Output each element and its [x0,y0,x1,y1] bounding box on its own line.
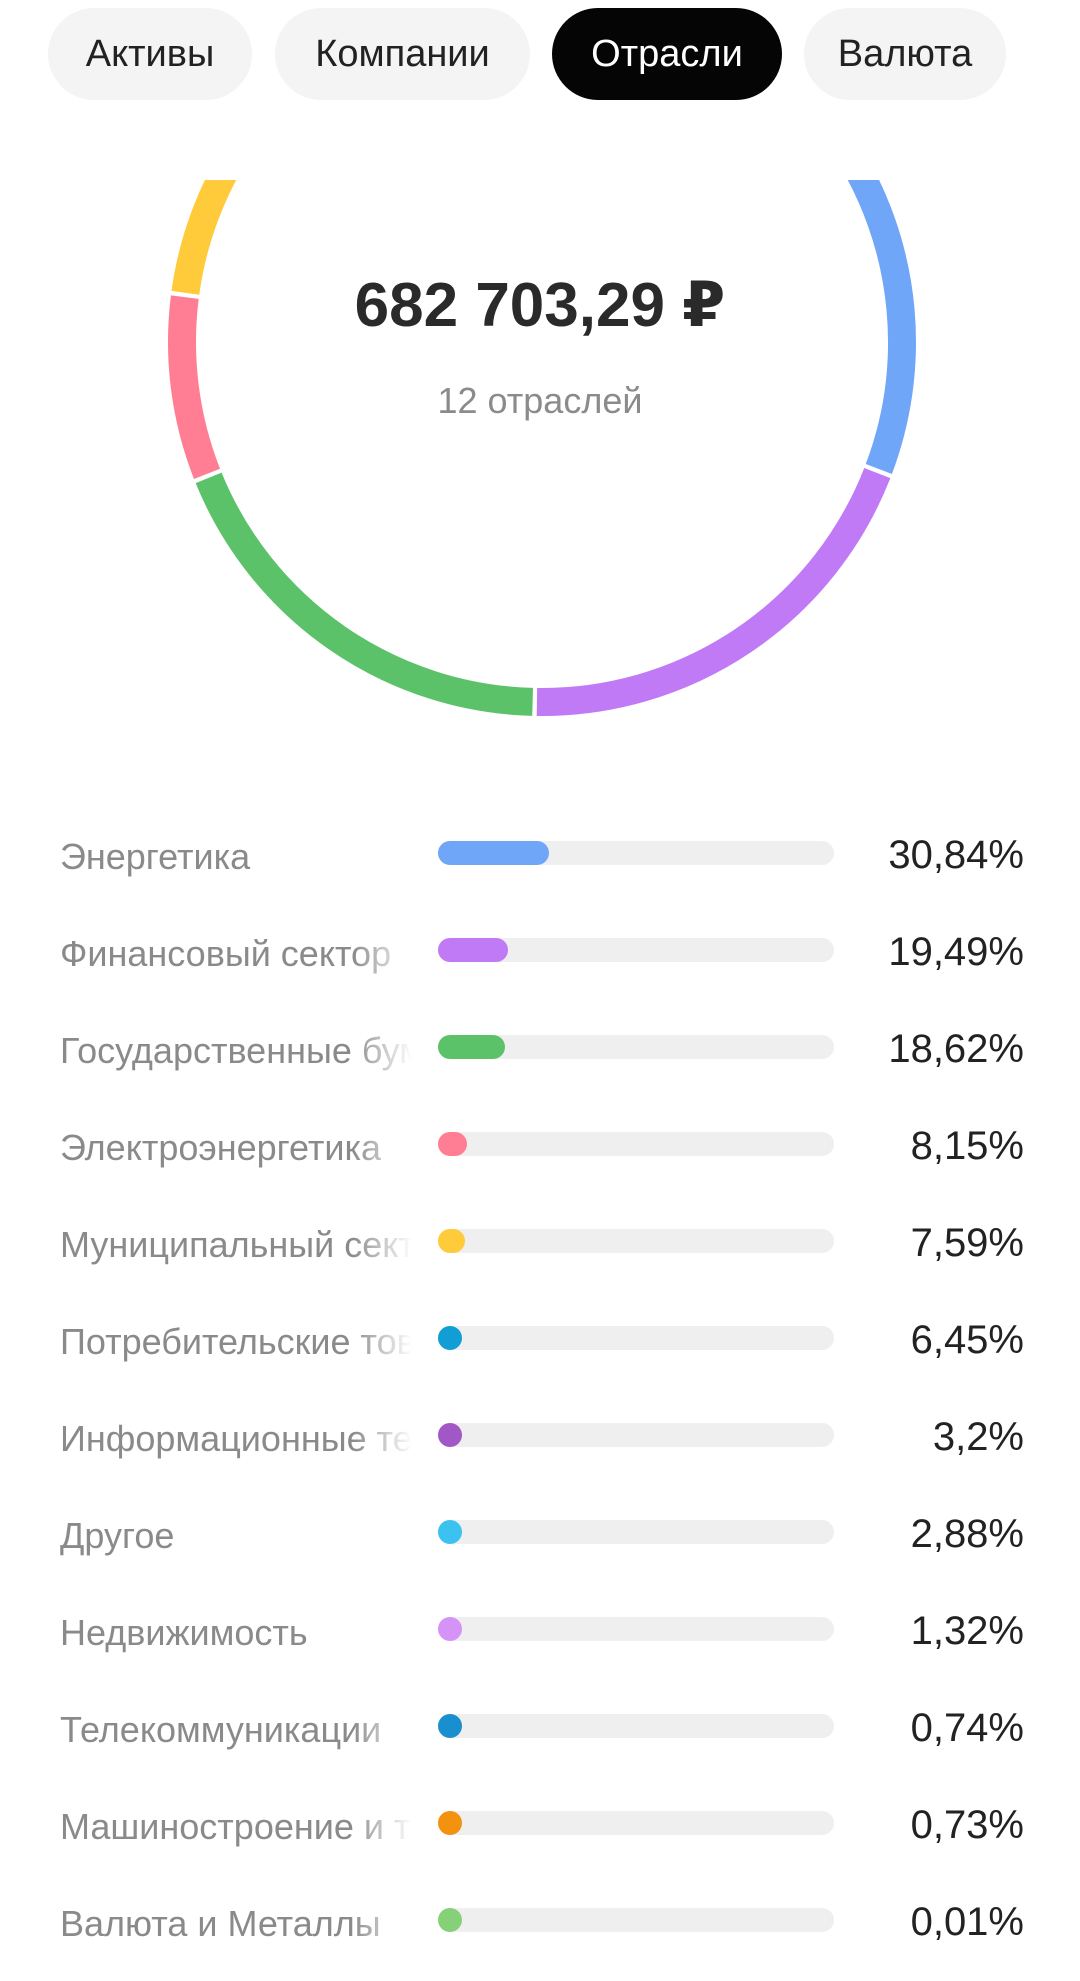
sector-share-bar [438,1811,462,1835]
donut-slice[interactable] [536,467,891,716]
sector-share-track [438,1714,834,1738]
sector-percent: 7,59% [910,1221,1024,1265]
sector-share-bar [438,1617,462,1641]
tab-assets[interactable]: Активы [48,8,252,100]
sector-share-track [438,1132,834,1156]
sector-percent: 19,49% [888,930,1024,974]
sector-percent: 3,2% [932,1415,1024,1459]
tab-sectors[interactable]: Отрасли [552,8,782,100]
sector-share-bar [438,938,509,962]
donut-slice[interactable] [168,295,221,479]
sector-row[interactable]: Государственные бумаги 18,62% [0,1011,1080,1108]
sector-row[interactable]: Финансовый сектор 19,49% [0,914,1080,1011]
sector-share-track [438,1423,834,1447]
sector-list: Энергетика 30,84% Финансовый сектор 19,49% Г… [0,817,1080,1981]
sector-donut-chart: 682 703,29 ₽ 12 отраслей [0,180,1080,740]
portfolio-total: 682 703,29 ₽ [354,271,726,340]
sector-share-track [438,1229,834,1253]
sector-name: Финансовый сектор [60,932,412,976]
sector-percent: 18,62% [888,1027,1024,1071]
sector-percent: 30,84% [888,833,1024,877]
sector-row[interactable]: Машиностроение и транспорт 0,73% [0,1787,1080,1884]
sector-row[interactable]: Электроэнергетика 8,15% [0,1108,1080,1205]
sector-share-bar [438,1908,462,1932]
donut-slice[interactable] [544,180,916,474]
sector-share-track [438,1811,834,1835]
sector-percent: 0,01% [910,1900,1024,1944]
sector-name: Недвижимость [60,1611,412,1655]
sector-share-track [438,1908,834,1932]
sector-name: Энергетика [60,835,412,879]
sector-share-track [438,1520,834,1544]
sector-share-track [438,938,834,962]
sector-row[interactable]: Энергетика 30,84% [0,817,1080,914]
sector-row[interactable]: Муниципальный сектор 7,59% [0,1205,1080,1302]
donut-slice[interactable] [171,180,245,295]
sector-share-bar [438,1423,462,1447]
sector-share-bar [438,1714,462,1738]
sector-percent: 8,15% [910,1124,1024,1168]
sector-row[interactable]: Другое 2,88% [0,1496,1080,1593]
donut-slice[interactable] [195,472,533,716]
sector-share-bar [438,1132,468,1156]
sector-percent: 0,74% [910,1706,1024,1750]
sector-share-bar [438,841,550,865]
sector-share-track [438,1326,834,1350]
donut-svg [168,180,916,716]
sector-name: Государственные бумаги [60,1029,412,1073]
sector-count: 12 отраслей [437,380,643,421]
sector-percent: 6,45% [910,1318,1024,1362]
view-tabs: Активы Компании Отрасли Валюта [0,8,1080,100]
sector-name: Машиностроение и транспорт [60,1805,412,1849]
sector-name: Информационные технологии [60,1417,412,1461]
sector-name: Электроэнергетика [60,1126,412,1170]
sector-name: Валюта и Металлы [60,1902,412,1946]
sector-name: Потребительские товары [60,1320,412,1364]
sector-share-bar [438,1520,462,1544]
sector-share-bar [438,1229,466,1253]
sector-row[interactable]: Телекоммуникации 0,74% [0,1690,1080,1787]
tab-currency[interactable]: Валюта [804,8,1006,100]
sector-percent: 0,73% [910,1803,1024,1847]
sector-share-track [438,841,834,865]
sector-name: Телекоммуникации [60,1708,412,1752]
sector-share-bar [438,1326,462,1350]
sector-row[interactable]: Информационные технологии 3,2% [0,1399,1080,1496]
sector-row[interactable]: Потребительские товары 6,45% [0,1302,1080,1399]
sector-name: Другое [60,1514,412,1558]
sector-share-bar [438,1035,506,1059]
tab-companies[interactable]: Компании [275,8,530,100]
sector-share-track [438,1617,834,1641]
sector-share-track [438,1035,834,1059]
sector-percent: 2,88% [910,1512,1024,1556]
sector-row[interactable]: Валюта и Металлы 0,01% [0,1884,1080,1981]
sector-row[interactable]: Недвижимость 1,32% [0,1593,1080,1690]
sector-percent: 1,32% [910,1609,1024,1653]
sector-name: Муниципальный сектор [60,1223,412,1267]
